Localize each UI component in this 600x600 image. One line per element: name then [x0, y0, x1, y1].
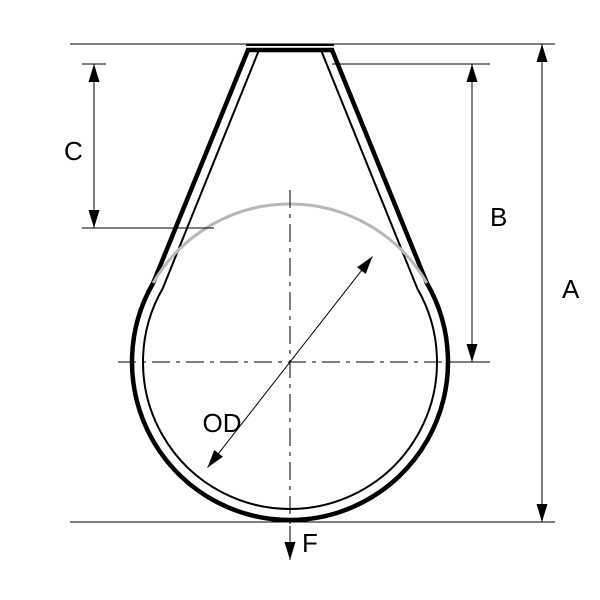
dim-label-c: C: [64, 136, 83, 166]
dim-label-b: B: [490, 202, 507, 232]
dim-label-od: OD: [203, 408, 242, 438]
dim-label-a: A: [562, 274, 580, 304]
dim-label-f: F: [302, 528, 318, 558]
